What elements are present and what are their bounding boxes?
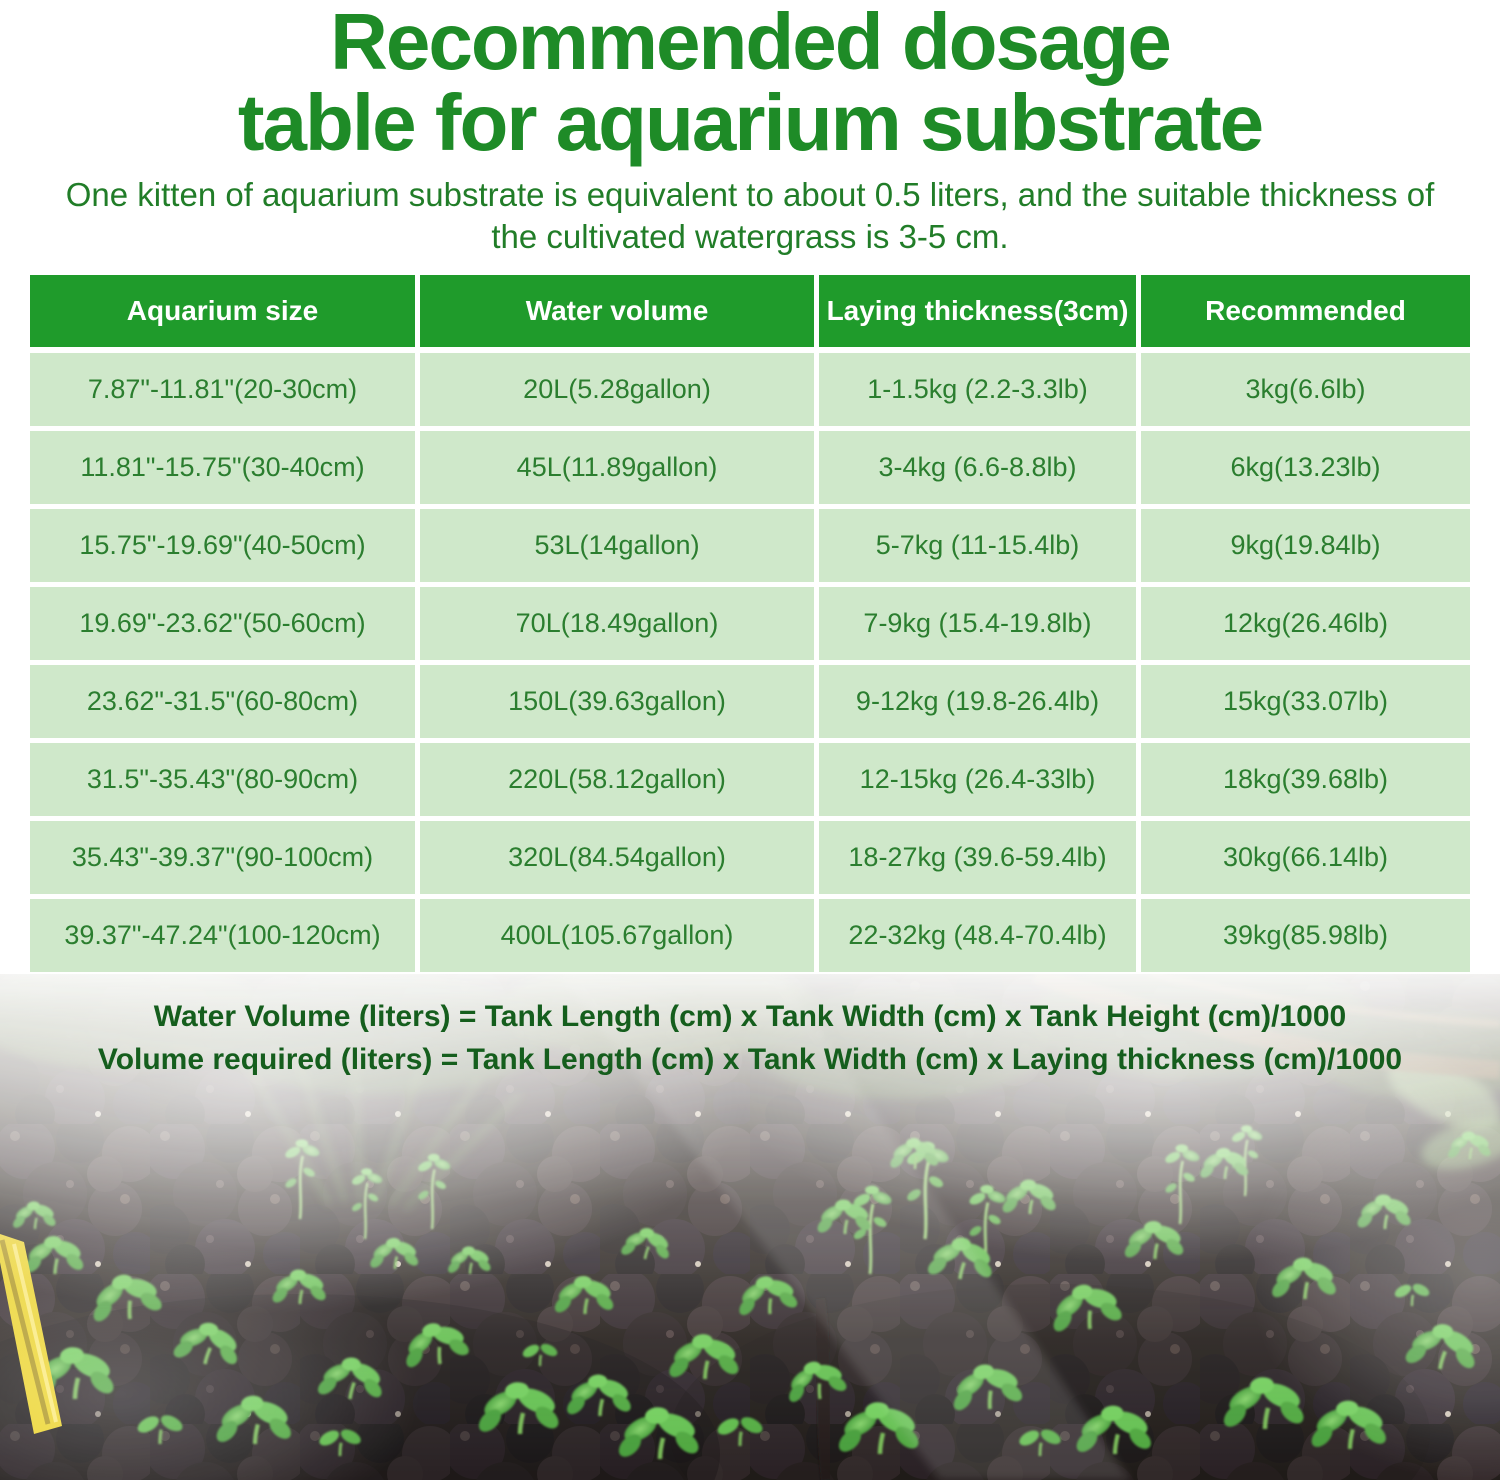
table-cell: 3kg(6.6lb) — [1141, 353, 1470, 427]
table-cell: 39.37"-47.24"(100-120cm) — [30, 899, 415, 973]
column-header-water-volume: Water volume — [420, 275, 814, 348]
formula-volume-required: Volume required (liters) = Tank Length (… — [97, 1042, 1403, 1076]
table-cell: 23.62"-31.5"(60-80cm) — [30, 665, 415, 739]
table-cell: 12-15kg (26.4-33lb) — [819, 743, 1136, 817]
table-cell: 3-4kg (6.6-8.8lb) — [819, 431, 1136, 505]
table-cell: 5-7kg (11-15.4lb) — [819, 509, 1136, 583]
table-cell: 1-1.5kg (2.2-3.3lb) — [819, 353, 1136, 427]
title-line-1: Recommended dosage — [330, 0, 1172, 86]
formula-water-volume: Water Volume (liters) = Tank Length (cm)… — [153, 1000, 1347, 1033]
table-cell: 12kg(26.46lb) — [1141, 587, 1470, 661]
substrate-photo: Water Volume (liters) = Tank Length (cm)… — [0, 974, 1500, 1480]
substrate-photo-art — [0, 974, 1500, 1480]
column-header-aquarium-size: Aquarium size — [30, 275, 415, 348]
table-cell: 15.75"-19.69"(40-50cm) — [30, 509, 415, 583]
table-cell: 53L(14gallon) — [420, 509, 814, 583]
table-cell: 220L(58.12gallon) — [420, 743, 814, 817]
table-cell: 31.5"-35.43"(80-90cm) — [30, 743, 415, 817]
table-cell: 15kg(33.07lb) — [1141, 665, 1470, 739]
subtitle: One kitten of aquarium substrate is equi… — [65, 175, 1435, 256]
table-cell: 30kg(66.14lb) — [1141, 821, 1470, 895]
column-header-recommended: Recommended — [1141, 275, 1470, 348]
table-cell: 18-27kg (39.6-59.4lb) — [819, 821, 1136, 895]
table-cell: 7-9kg (15.4-19.8lb) — [819, 587, 1136, 661]
table-cell: 7.87"-11.81"(20-30cm) — [30, 353, 415, 427]
dosage-table: Aquarium size Water volume Laying thickn… — [30, 275, 1470, 973]
table-cell: 320L(84.54gallon) — [420, 821, 814, 895]
table-cell: 19.69"-23.62"(50-60cm) — [30, 587, 415, 661]
table-cell: 20L(5.28gallon) — [420, 353, 814, 427]
column-header-laying-thickness: Laying thickness(3cm) — [819, 275, 1136, 348]
formula-text: Water Volume (liters) = Tank Length (cm)… — [0, 996, 1500, 1081]
table-cell: 39kg(85.98lb) — [1141, 899, 1470, 973]
table-cell: 11.81"-15.75"(30-40cm) — [30, 431, 415, 505]
table-cell: 70L(18.49gallon) — [420, 587, 814, 661]
table-cell: 45L(11.89gallon) — [420, 431, 814, 505]
table-cell: 35.43"-39.37"(90-100cm) — [30, 821, 415, 895]
page-title: Recommended dosage table for aquarium su… — [0, 0, 1500, 167]
title-line-2: table for aquarium substrate — [237, 77, 1264, 167]
table-cell: 9-12kg (19.8-26.4lb) — [819, 665, 1136, 739]
table-cell: 150L(39.63gallon) — [420, 665, 814, 739]
table-cell: 18kg(39.68lb) — [1141, 743, 1470, 817]
table-cell: 6kg(13.23lb) — [1141, 431, 1470, 505]
table-cell: 400L(105.67gallon) — [420, 899, 814, 973]
table-cell: 9kg(19.84lb) — [1141, 509, 1470, 583]
fog-overlay — [0, 974, 1500, 1480]
table-cell: 22-32kg (48.4-70.4lb) — [819, 899, 1136, 973]
